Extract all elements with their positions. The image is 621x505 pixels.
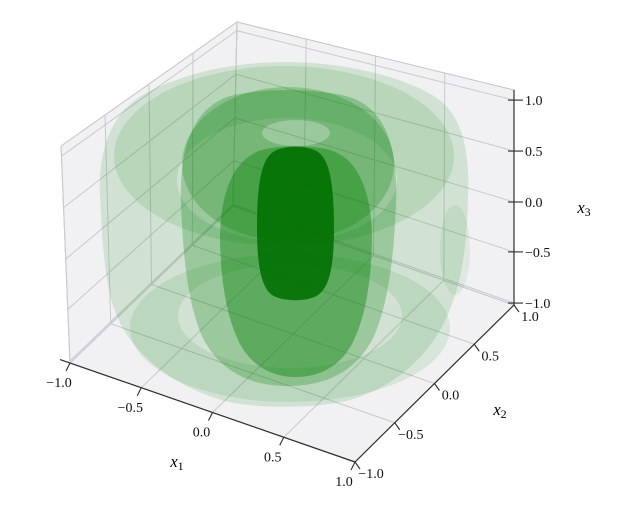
grid-line-x3 [236,30,515,101]
x3-tick-label: 1.0 [525,94,543,109]
outer-isosurface-side-bump [440,205,470,295]
x2-axis-label: x2 [492,400,506,421]
grid-line-x1 [373,55,376,256]
grid-line-x3 [67,160,235,310]
grid-line-x2 [148,83,152,285]
panes-grid-layer [60,21,515,463]
x1-tick-mark [350,461,356,471]
x1-tick-mark [279,437,285,446]
axes-front-layer: −1.0−0.50.00.51.0−1.0−0.50.00.51.0−1.0−0… [46,90,550,490]
grid-line-x3 [63,73,237,209]
outer-isosurface-bottom-rim [130,254,450,402]
x2-tick-mark [513,304,520,313]
grid-line-x2 [104,114,112,324]
grid-line-x2 [191,52,194,246]
x1-tick-label: −0.5 [118,401,143,416]
grid-line-x2 [192,244,475,345]
grid-line-x3 [65,117,236,260]
x1-axis-label: x1 [169,452,183,473]
grid-line-x2 [151,284,435,384]
x1-axis-spine [59,358,356,463]
x1-tick-label: −1.0 [46,376,71,391]
x2-tick-mark [434,383,440,391]
grid-line-x3 [61,30,238,157]
x1-tick-mark [208,412,213,421]
x3-tick-label: −1.0 [525,297,550,312]
x2-tick-mark [354,461,361,470]
isosurfaces [99,62,470,407]
x2-tick-label: −0.5 [398,428,423,443]
x3-tick-label: 0.0 [525,196,543,211]
x1-tick-mark [65,362,71,372]
x1-tick-label: 0.5 [264,450,282,465]
x2-tick-label: 0.5 [482,349,500,364]
grid-line-x1 [283,279,445,438]
x1-tick-label: 1.0 [335,475,353,490]
outer-isosurface-top-rim [114,66,454,246]
x1-tick-label: 0.0 [193,426,211,441]
x2-tick-label: −1.0 [358,467,383,482]
grid-line-x1 [443,72,446,281]
inner-isosurface [257,146,334,301]
grid-line-x2 [232,21,238,207]
x3-axis-label: x3 [576,198,590,219]
grid-line-x3 [69,203,234,362]
x3-tick-label: −0.5 [525,246,550,261]
x2-tick-label: 1.0 [521,310,539,325]
grid-line-x3 [235,73,515,152]
x1-tick-mark [136,387,142,396]
x2-tick-mark [394,422,401,431]
x2-tick-label: 0.0 [442,389,460,404]
grid-line-x3 [234,117,515,203]
grid-line-x2 [60,145,71,364]
axis-titles: x1 x2 x3 [169,198,590,473]
x2-tick-mark [473,343,480,352]
x3-tick-label: 0.5 [525,145,543,160]
